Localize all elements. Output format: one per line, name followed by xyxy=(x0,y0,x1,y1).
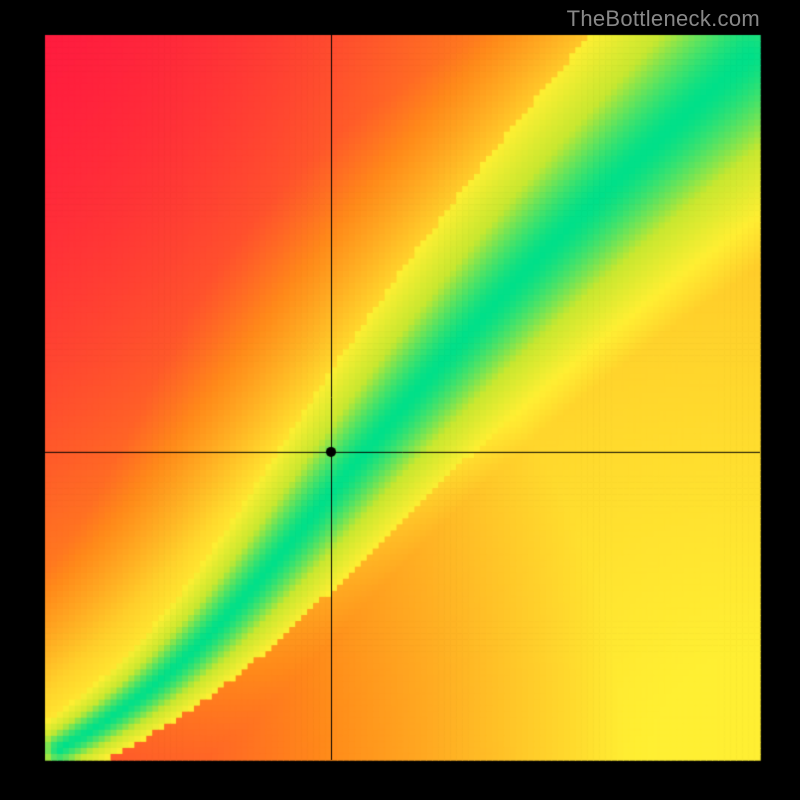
chart-container: TheBottleneck.com xyxy=(0,0,800,800)
watermark-text: TheBottleneck.com xyxy=(567,6,760,32)
bottleneck-heatmap-canvas xyxy=(0,0,800,800)
